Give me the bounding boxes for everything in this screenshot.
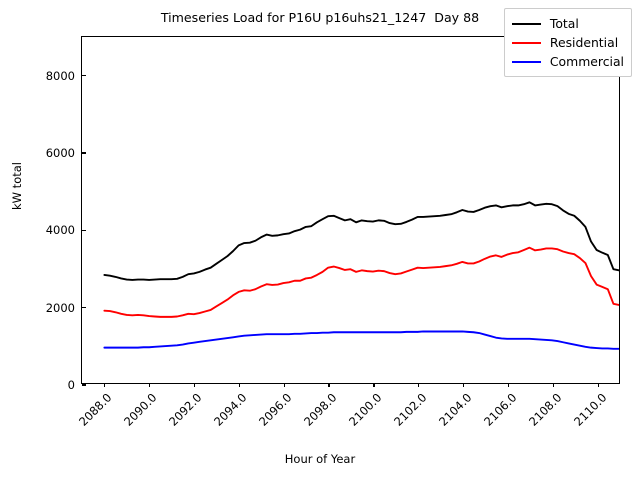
legend-label: Commercial: [549, 54, 624, 69]
y-tick-label: 2000: [45, 300, 75, 315]
x-tick-mark: [148, 383, 150, 387]
x-axis-label: Hour of Year: [284, 452, 356, 466]
legend-item-total: Total: [511, 14, 624, 33]
y-tick-mark: [82, 229, 86, 231]
y-tick-mark: [82, 152, 86, 154]
x-tick-mark: [508, 383, 510, 387]
x-tick-mark: [597, 383, 600, 387]
x-tick-mark: [373, 383, 375, 387]
legend-label: Residential: [549, 35, 619, 50]
x-tick-mark: [193, 383, 195, 387]
y-tick-label: 4000: [45, 223, 75, 238]
x-tick-mark: [283, 383, 285, 387]
chart-title: Timeseries Load for P16U p16uhs21_1247 D…: [160, 10, 480, 25]
y-tick-label: 0: [67, 378, 75, 392]
y-axis-label: kW total: [10, 162, 24, 210]
legend-item-residential: Residential: [511, 33, 624, 52]
x-tick-mark: [418, 383, 420, 387]
x-tick-mark: [103, 383, 106, 387]
legend-item-commercial: Commercial: [511, 52, 624, 71]
series-line-commercial: [104, 331, 619, 348]
x-tick-mark: [328, 383, 330, 387]
legend-swatch-icon: [511, 60, 541, 63]
series-line-total: [104, 202, 619, 280]
x-tick-mark: [238, 383, 240, 387]
legend-swatch-icon: [511, 41, 541, 44]
legend-label: Total: [549, 16, 579, 31]
plot-svg: [82, 37, 619, 383]
legend-swatch-icon: [511, 22, 541, 25]
y-tick-label: 8000: [45, 68, 75, 83]
x-tick-mark: [463, 383, 465, 387]
y-tick-mark: [82, 384, 86, 386]
y-tick-label: 6000: [45, 146, 75, 160]
plot-area: 0 2000 4000 6000 8000 2088.0 2090.0 2092.0 2094…: [46, 36, 620, 429]
series-line-residential: [104, 248, 619, 317]
chart-legend: Total Residential Commercial: [503, 8, 632, 77]
y-tick-mark: [82, 307, 86, 309]
y-tick-mark: [82, 75, 86, 77]
x-tick-mark: [553, 383, 555, 387]
